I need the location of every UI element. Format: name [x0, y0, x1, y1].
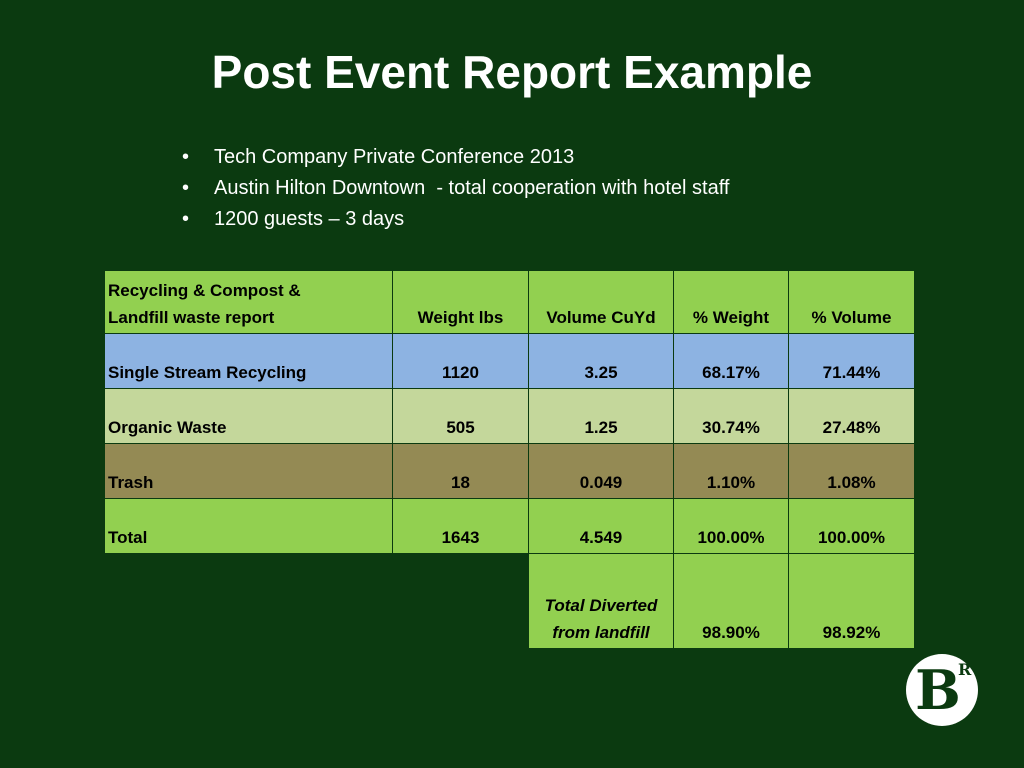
- diverted-label-cell: Total Diverted from landfill: [528, 553, 674, 649]
- bullet-dot-icon: •: [182, 146, 190, 168]
- table-total-row: Total 1643 4.549 100.00% 100.00%: [104, 498, 915, 554]
- bullet-dot-icon: •: [182, 208, 190, 230]
- header-volume: Volume CuYd: [528, 270, 674, 334]
- empty-cell: [393, 554, 529, 649]
- row-label: Single Stream Recycling: [104, 333, 393, 389]
- row-volume: 1.25: [528, 388, 674, 444]
- row-pct-volume: 1.08%: [788, 443, 915, 499]
- row-label: Total: [104, 498, 393, 554]
- row-weight: 18: [392, 443, 529, 499]
- bullet-item: • Tech Company Private Conference 2013: [180, 142, 900, 173]
- diverted-label-line2: from landfill: [552, 623, 650, 642]
- row-volume: 0.049: [528, 443, 674, 499]
- row-pct-weight: 68.17%: [673, 333, 789, 389]
- row-pct-volume: 100.00%: [788, 498, 915, 554]
- row-weight: 505: [392, 388, 529, 444]
- slide-title: Post Event Report Example: [211, 46, 813, 98]
- table-diverted-row: Total Diverted from landfill 98.90% 98.9…: [105, 553, 915, 649]
- row-volume: 4.549: [528, 498, 674, 554]
- table-header-row: Recycling & Compost & Landfill waste rep…: [104, 270, 915, 334]
- bullet-text: 1200 guests – 3 days: [214, 208, 405, 230]
- logo-letter: B: [915, 658, 961, 722]
- bullet-item: • 1200 guests – 3 days: [180, 204, 900, 235]
- header-label-line2: Landfill waste report: [108, 308, 275, 327]
- row-pct-weight: 30.74%: [673, 388, 789, 444]
- row-label: Organic Waste: [104, 388, 393, 444]
- header-label-line1: Recycling & Compost &: [108, 281, 301, 300]
- waste-report-table: Recycling & Compost & Landfill waste rep…: [104, 270, 915, 649]
- header-pct-volume: % Volume: [788, 270, 915, 334]
- header-label-cell: Recycling & Compost & Landfill waste rep…: [104, 270, 393, 334]
- row-weight: 1120: [392, 333, 529, 389]
- diverted-label-line1: Total Diverted: [544, 596, 658, 615]
- row-volume: 3.25: [528, 333, 674, 389]
- header-weight: Weight lbs: [392, 270, 529, 334]
- br-logo-icon: B R: [906, 654, 978, 726]
- diverted-pct-weight: 98.90%: [673, 553, 789, 649]
- row-label: Trash: [104, 443, 393, 499]
- row-pct-weight: 1.10%: [673, 443, 789, 499]
- bullet-text: Tech Company Private Conference 2013: [214, 146, 575, 168]
- bullet-list: • Tech Company Private Conference 2013 • A…: [180, 142, 900, 235]
- row-pct-volume: 27.48%: [788, 388, 915, 444]
- row-pct-weight: 100.00%: [673, 498, 789, 554]
- header-pct-weight: % Weight: [673, 270, 789, 334]
- diverted-pct-volume: 98.92%: [788, 553, 915, 649]
- table-row: Organic Waste 505 1.25 30.74% 27.48%: [104, 388, 915, 444]
- row-weight: 1643: [392, 498, 529, 554]
- empty-cell: [105, 554, 393, 649]
- row-pct-volume: 71.44%: [788, 333, 915, 389]
- bullet-dot-icon: •: [182, 177, 190, 199]
- table-row: Trash 18 0.049 1.10% 1.08%: [104, 443, 915, 499]
- bullet-item: • Austin Hilton Downtown - total cooperat…: [180, 173, 900, 204]
- table-row: Single Stream Recycling 1120 3.25 68.17%…: [104, 333, 915, 389]
- bullet-text: Austin Hilton Downtown - total cooperati…: [214, 177, 730, 199]
- logo-superscript: R: [958, 660, 972, 679]
